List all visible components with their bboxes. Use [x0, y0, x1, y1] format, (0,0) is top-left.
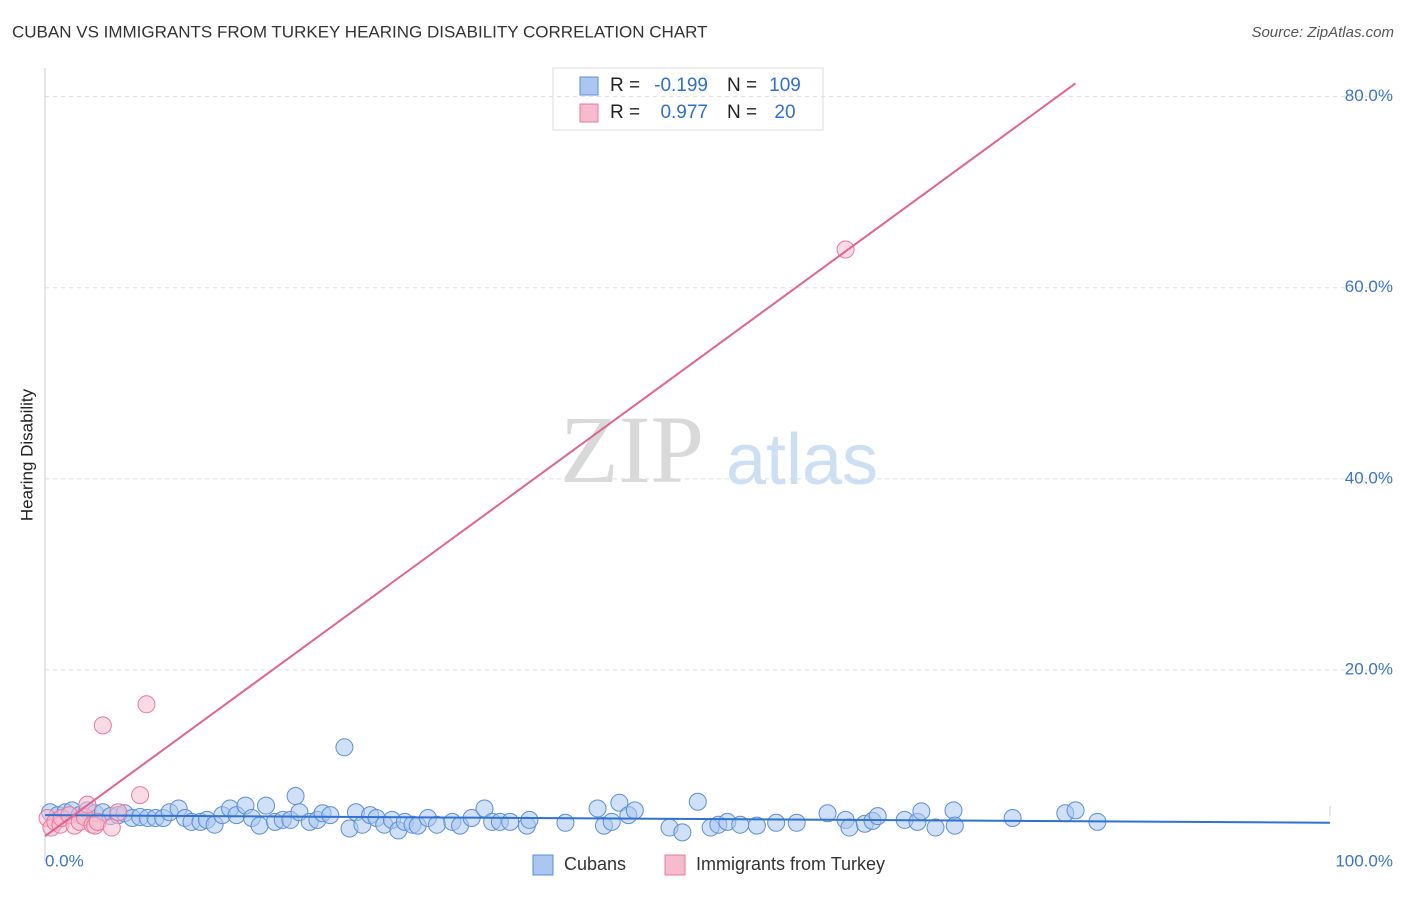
y-axis-label: Hearing Disability [17, 388, 36, 521]
y-tick-label: 20.0% [1345, 659, 1393, 678]
point [250, 816, 269, 835]
source: Source: ZipAtlas.com [1251, 24, 1394, 41]
point [588, 799, 607, 818]
y-tick-label: 80.0% [1345, 86, 1393, 105]
legend-label: Immigrants from Turkey [696, 854, 885, 874]
point [688, 792, 707, 811]
point [747, 816, 766, 835]
stat-swatch [579, 76, 599, 96]
legend-swatch [532, 854, 554, 876]
legend-swatch [664, 854, 686, 876]
point [944, 801, 963, 820]
point [767, 813, 786, 832]
stat-label: N = [727, 75, 757, 96]
stat-label: N = [727, 102, 757, 123]
stat-label: R = [610, 102, 640, 123]
point [321, 806, 340, 825]
point [501, 812, 520, 831]
y-tick-label: 60.0% [1345, 277, 1393, 296]
watermark: ZIP [560, 396, 704, 503]
point [109, 803, 128, 822]
x-tick-label: 0.0% [45, 851, 84, 870]
point [131, 786, 150, 805]
point [625, 801, 644, 820]
point [257, 796, 276, 815]
point [427, 815, 446, 834]
point [556, 813, 575, 832]
point [335, 738, 354, 757]
point [137, 695, 156, 714]
point [610, 793, 629, 812]
point [93, 716, 112, 735]
point [602, 812, 621, 831]
stat-label: R = [610, 75, 640, 96]
trend-line [44, 814, 1331, 824]
point [926, 818, 945, 837]
stat-r: 0.977 [660, 102, 708, 123]
chart-title: CUBAN VS IMMIGRANTS FROM TURKEY HEARING … [12, 22, 708, 41]
point [840, 818, 859, 837]
stat-r: -0.199 [654, 75, 708, 96]
x-tick-label: 100.0% [1335, 851, 1393, 870]
y-tick-label: 40.0% [1345, 468, 1393, 487]
stat-n: 109 [769, 75, 801, 96]
point [868, 807, 887, 826]
point [1003, 809, 1022, 828]
stat-n: 20 [774, 102, 795, 123]
trend-line [44, 82, 1077, 837]
point [102, 818, 121, 837]
stat-swatch [579, 103, 599, 123]
point [912, 802, 931, 821]
point [286, 787, 305, 806]
legend-label: Cubans [564, 854, 626, 874]
point [787, 813, 806, 832]
point [520, 810, 539, 829]
watermark: atlas [726, 420, 878, 500]
point [1066, 801, 1085, 820]
point [818, 804, 837, 823]
point [673, 823, 692, 842]
